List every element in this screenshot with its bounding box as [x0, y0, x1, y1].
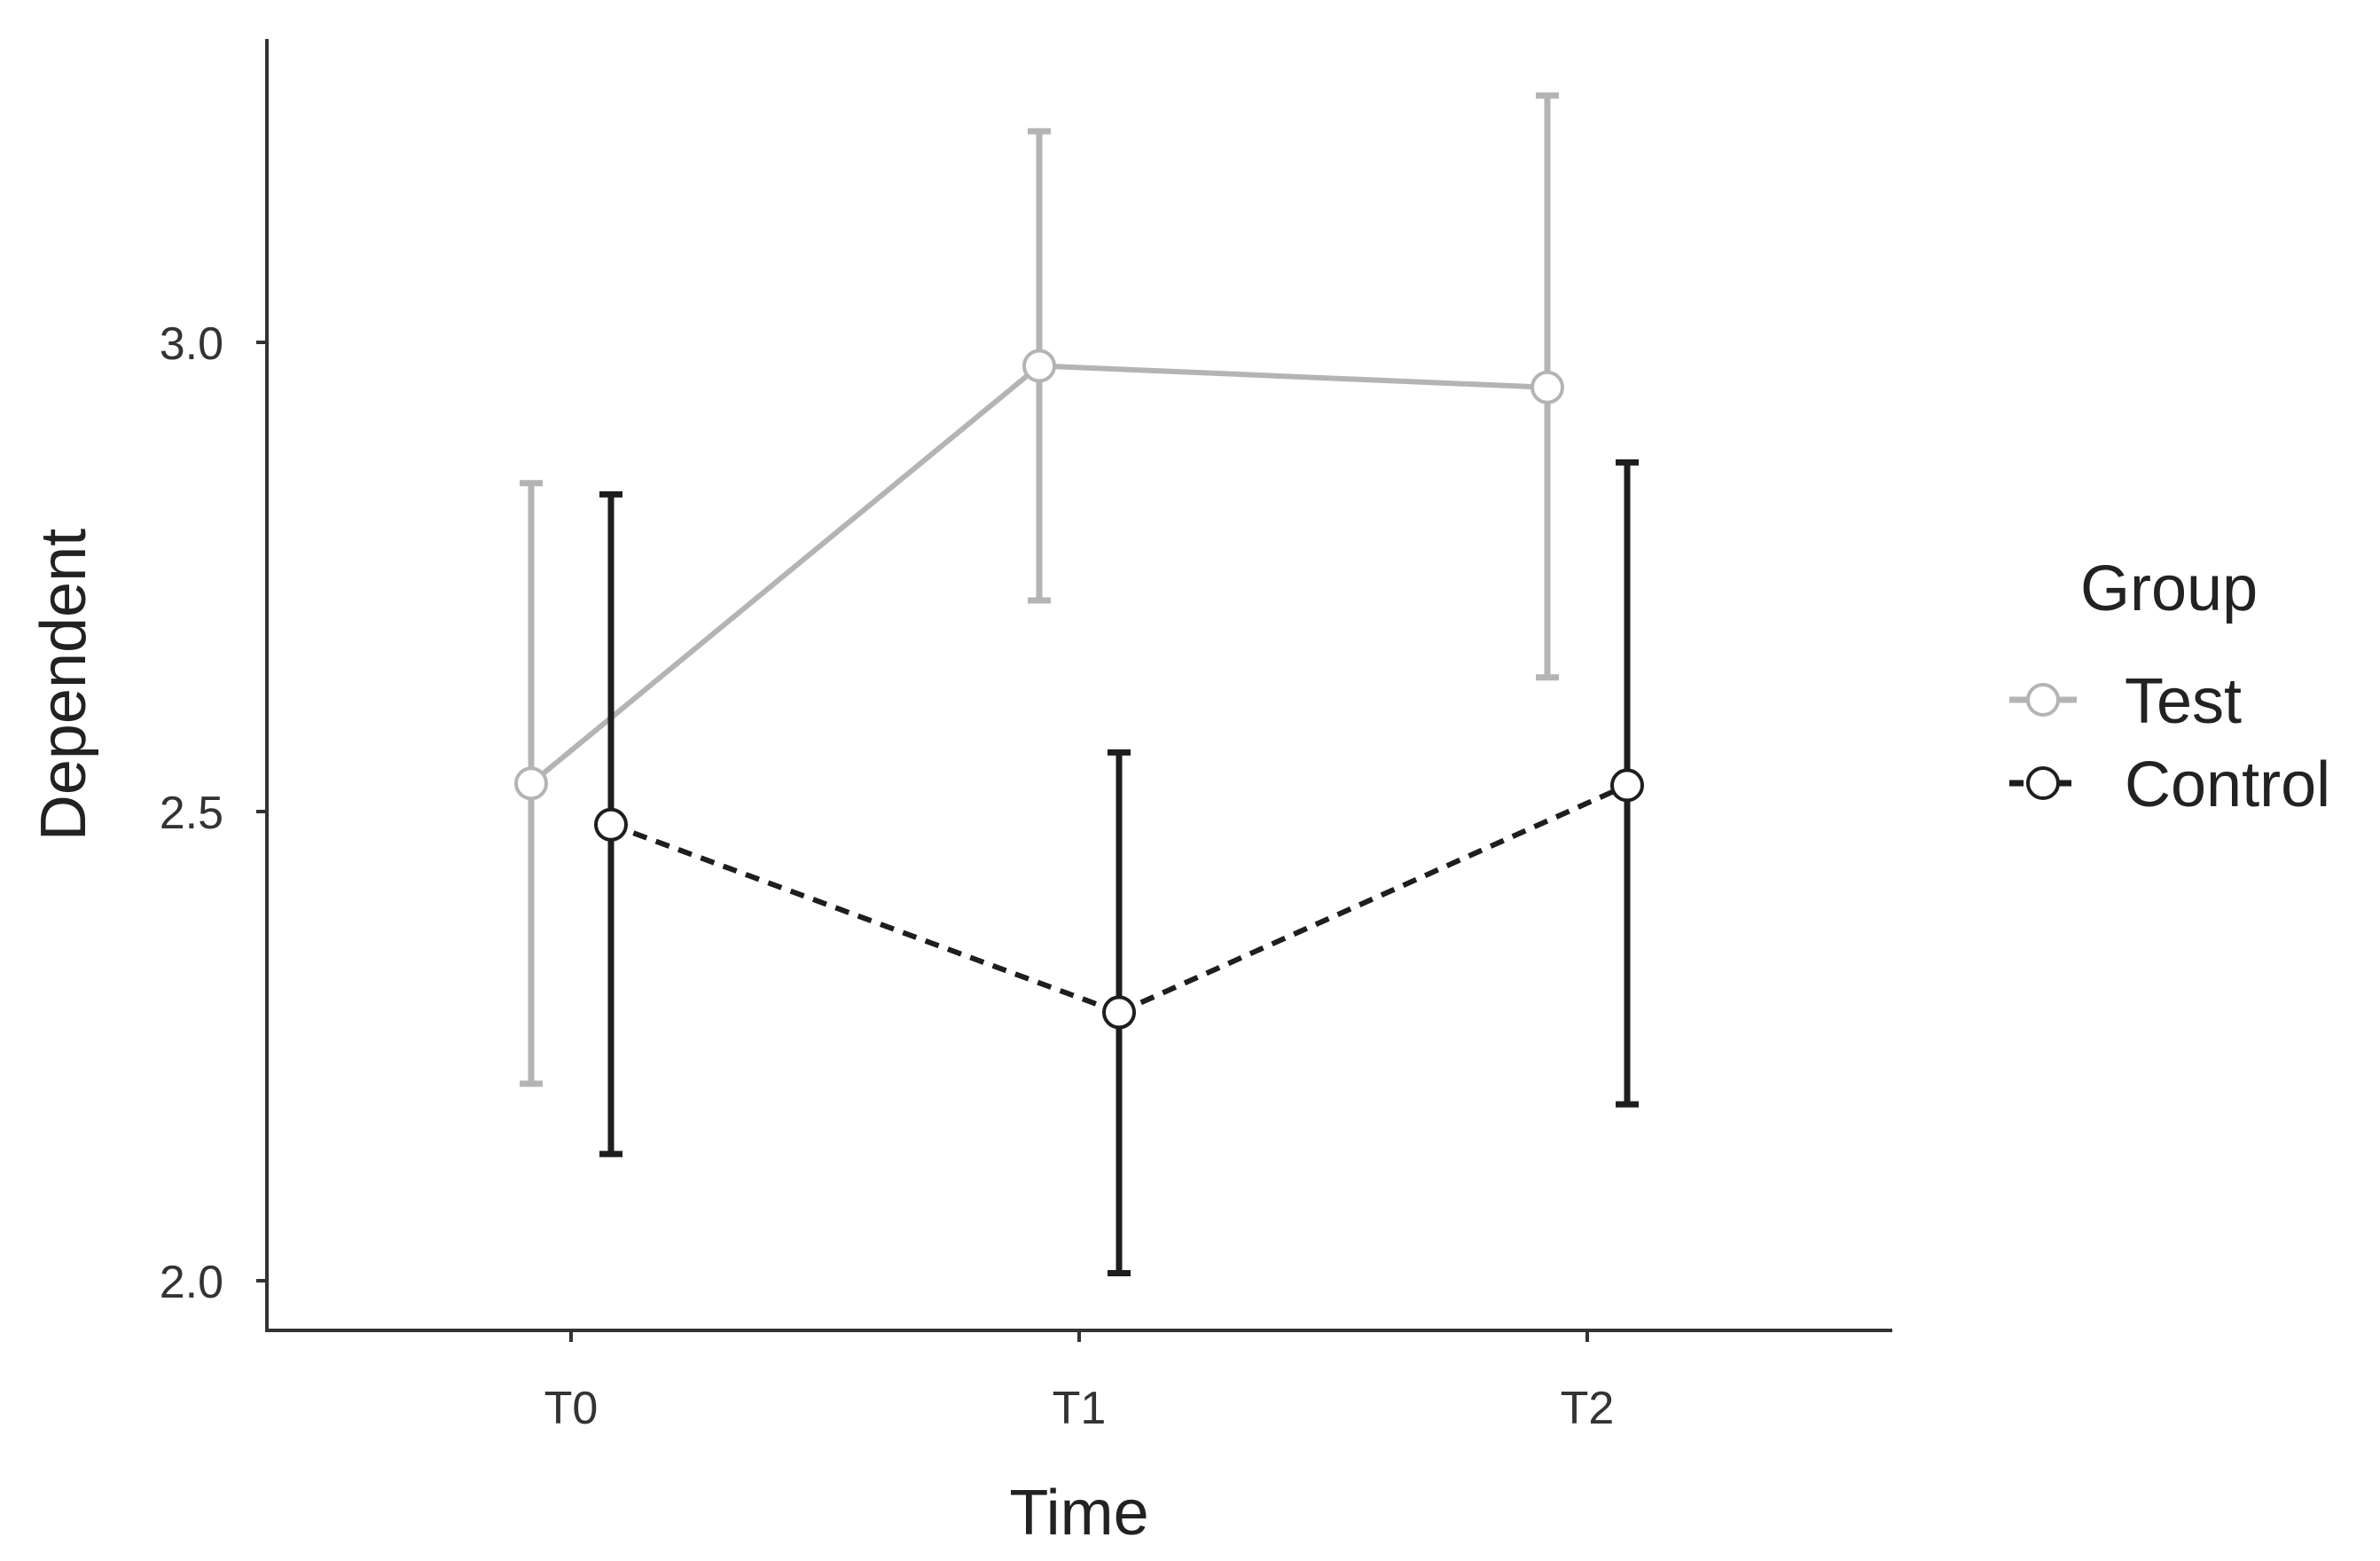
y-tick-label: 3.0 — [160, 318, 223, 370]
x-tick-label: T1 — [1053, 1383, 1107, 1434]
plot-area — [514, 92, 1644, 1277]
series-line-segment — [1038, 363, 1548, 390]
data-point — [1531, 370, 1564, 404]
data-point — [1610, 768, 1644, 803]
y-axis-title: Dependent — [28, 529, 99, 841]
x-axis-title: Time — [1009, 1478, 1148, 1549]
legend-item-test: Test — [2009, 666, 2242, 737]
data-point — [514, 766, 548, 801]
legend-items: Test Control — [2009, 666, 2330, 820]
legend-key-point — [2026, 766, 2060, 800]
data-point — [594, 807, 628, 842]
legend: Group Test Control — [2009, 553, 2330, 820]
legend-label: Control — [2125, 749, 2330, 820]
legend-label: Test — [2125, 666, 2242, 737]
data-point — [1022, 349, 1056, 383]
legend-title: Group — [2080, 553, 2258, 624]
series-line-segment — [1117, 782, 1629, 1016]
x-axis-ticks: T0 T1 T2 — [544, 1330, 1615, 1434]
y-tick-label: 2.0 — [160, 1257, 223, 1308]
x-tick-label: T0 — [544, 1383, 599, 1434]
y-tick-label: 2.5 — [160, 788, 223, 839]
series-line-segment — [609, 821, 1121, 1016]
legend-key-point — [2026, 683, 2060, 717]
data-point — [1102, 995, 1136, 1030]
series-control — [594, 459, 1644, 1277]
x-tick-label: T2 — [1561, 1383, 1615, 1434]
series-line-segment — [529, 364, 1041, 786]
legend-item-control: Control — [2009, 749, 2330, 820]
y-axis-ticks: 2.0 2.5 3.0 — [160, 318, 267, 1308]
series-test — [514, 92, 1564, 1087]
